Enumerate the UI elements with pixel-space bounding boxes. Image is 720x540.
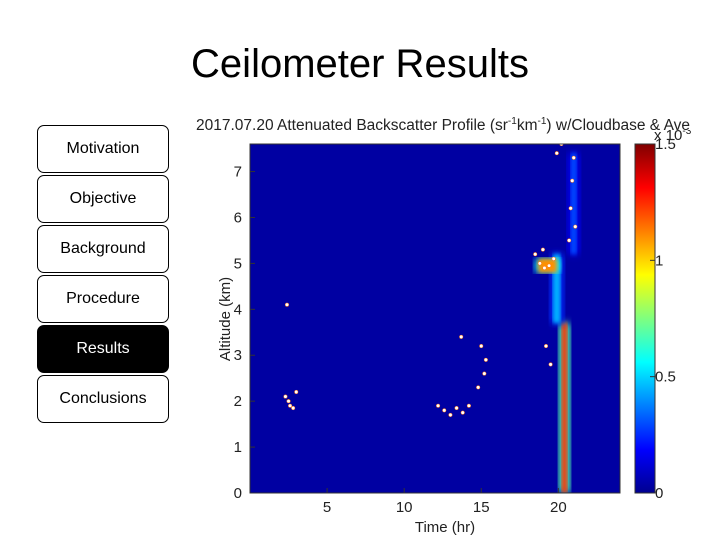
nav-item-procedure[interactable]: Procedure — [37, 275, 169, 323]
chart-title-sup-1: -1 — [507, 116, 517, 127]
y-tick-label-0: 0 — [234, 485, 242, 502]
chart-title-part-c: ) w/Cloudbase & Ave — [546, 117, 691, 135]
cloudbase-point-7 — [442, 408, 447, 413]
cloudbase-point-20 — [547, 263, 552, 268]
nav-item-conclusions[interactable]: Conclusions — [37, 375, 169, 423]
cloudbase-point-13 — [482, 371, 487, 376]
cloudbase-point-27 — [571, 155, 576, 160]
y-tick-label-4: 4 — [234, 301, 242, 318]
backscatter-chart: 5 10 15 20 0 1 2 3 4 5 6 7 0 0.5 1 1.5 x 10-3 Time (hr… — [217, 130, 692, 536]
colorbar-tick-label-0.5: 0.5 — [655, 369, 676, 386]
colorbar-exponent-sup: -3 — [682, 130, 691, 137]
cloudbase-point-12 — [476, 385, 481, 390]
x-tick-label-10: 10 — [396, 499, 413, 516]
y-tick-label-3: 3 — [234, 347, 242, 364]
cloudbase-point-24 — [548, 362, 553, 367]
chart-title-part-a: 2017.07.20 Attenuated Backscatter Profil… — [196, 117, 508, 135]
axes: 5 10 15 20 0 1 2 3 4 5 6 7 — [234, 164, 567, 516]
heatmap-feature-high-cloud — [570, 153, 577, 255]
cloudbase-point-17 — [533, 252, 538, 257]
cloudbase-point-21 — [551, 256, 556, 261]
cloudbase-point-23 — [543, 344, 549, 349]
x-axis-label: Time (hr) — [415, 519, 475, 536]
cloudbase-point-15 — [483, 357, 488, 362]
chart-title: 2017.07.20 Attenuated Backscatter Profil… — [196, 116, 690, 135]
x-tick-label-20: 20 — [550, 499, 567, 516]
cloudbase-point-28 — [573, 224, 578, 229]
nav-item-results[interactable]: Results — [37, 325, 169, 373]
section-nav: Motivation Objective Background Procedur… — [37, 125, 169, 425]
cloudbase-point-1 — [286, 399, 291, 404]
cloudbase-point-16 — [459, 334, 464, 339]
cloudbase-point-3 — [294, 389, 299, 395]
cloudbase-point-25 — [568, 206, 573, 211]
cloudbase-point-11 — [466, 403, 471, 408]
cloudbase-point-2 — [291, 405, 296, 411]
y-tick-label-7: 7 — [234, 164, 242, 181]
slide-title: Ceilometer Results — [191, 42, 529, 86]
x-tick-label-5: 5 — [323, 499, 331, 516]
colorbar-exponent-base: x 10 — [654, 130, 682, 144]
heatmap-feature-plume-upper — [552, 254, 561, 324]
cloudbase-point-14 — [479, 344, 484, 349]
cloudbase-point-4 — [288, 403, 293, 408]
nav-item-motivation[interactable]: Motivation — [37, 125, 169, 173]
y-tick-label-6: 6 — [234, 209, 242, 226]
cloudbase-points — [283, 144, 578, 417]
y-axis-label: Altitude (km) — [217, 277, 234, 361]
y-tick-label-1: 1 — [234, 439, 242, 456]
colorbar — [634, 143, 656, 494]
cloudbase-point-10 — [460, 410, 465, 415]
cloudbase-point-19 — [542, 265, 547, 271]
colorbar-tick-label-0: 0 — [655, 485, 663, 502]
colorbar-tick-label-1: 1 — [655, 252, 663, 269]
cloudbase-point-6 — [436, 403, 441, 408]
cloudbase-point-8 — [448, 412, 453, 417]
cloudbase-point-0 — [283, 394, 288, 399]
cloudbase-point-18 — [537, 261, 542, 266]
nav-item-objective[interactable]: Objective — [37, 175, 169, 223]
cloudbase-point-9 — [454, 405, 459, 411]
y-tick-label-5: 5 — [234, 255, 242, 272]
colorbar-tick-label-1.5: 1.5 — [655, 136, 676, 153]
cloudbase-point-5 — [284, 302, 290, 307]
cloudbase-point-29 — [567, 238, 572, 243]
heatmap-feature-plume — [561, 323, 568, 493]
x-tick-label-15: 15 — [473, 499, 490, 516]
colorbar-exponent: x 10-3 — [654, 130, 692, 144]
nav-item-background[interactable]: Background — [37, 225, 169, 273]
cloudbase-point-26 — [570, 178, 575, 183]
cloudbase-point-30 — [554, 151, 559, 156]
colorbar-ticks: 0 0.5 1 1.5 — [650, 136, 676, 502]
heatmap-area — [250, 144, 620, 493]
plot-frame — [249, 143, 621, 494]
y-tick-label-2: 2 — [234, 393, 242, 410]
chart-title-sup-2: -1 — [537, 116, 547, 127]
chart-title-part-b: km — [516, 117, 538, 135]
cloudbase-point-22 — [540, 247, 545, 252]
